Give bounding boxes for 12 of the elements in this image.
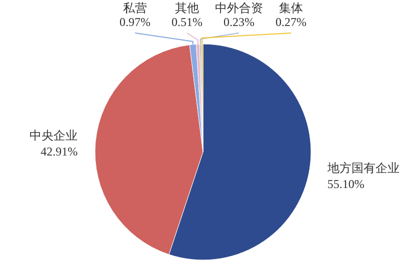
data-label: 55.10% xyxy=(327,177,364,192)
slice-label: 私营 xyxy=(123,1,147,15)
data-label: 0.97% xyxy=(120,15,150,29)
data-label: 42.91% xyxy=(40,144,78,159)
slice-label: 其他 xyxy=(175,1,199,15)
data-label: 0.27% xyxy=(276,15,306,29)
slice-label: 中外合资 xyxy=(215,1,263,15)
slice-label: 中央企业 xyxy=(30,128,78,143)
data-label: 0.51% xyxy=(172,15,202,29)
slice-label: 地方国有企业 xyxy=(326,161,400,176)
data-label: 0.23% xyxy=(224,15,254,29)
slice-label: 集体 xyxy=(279,1,303,15)
